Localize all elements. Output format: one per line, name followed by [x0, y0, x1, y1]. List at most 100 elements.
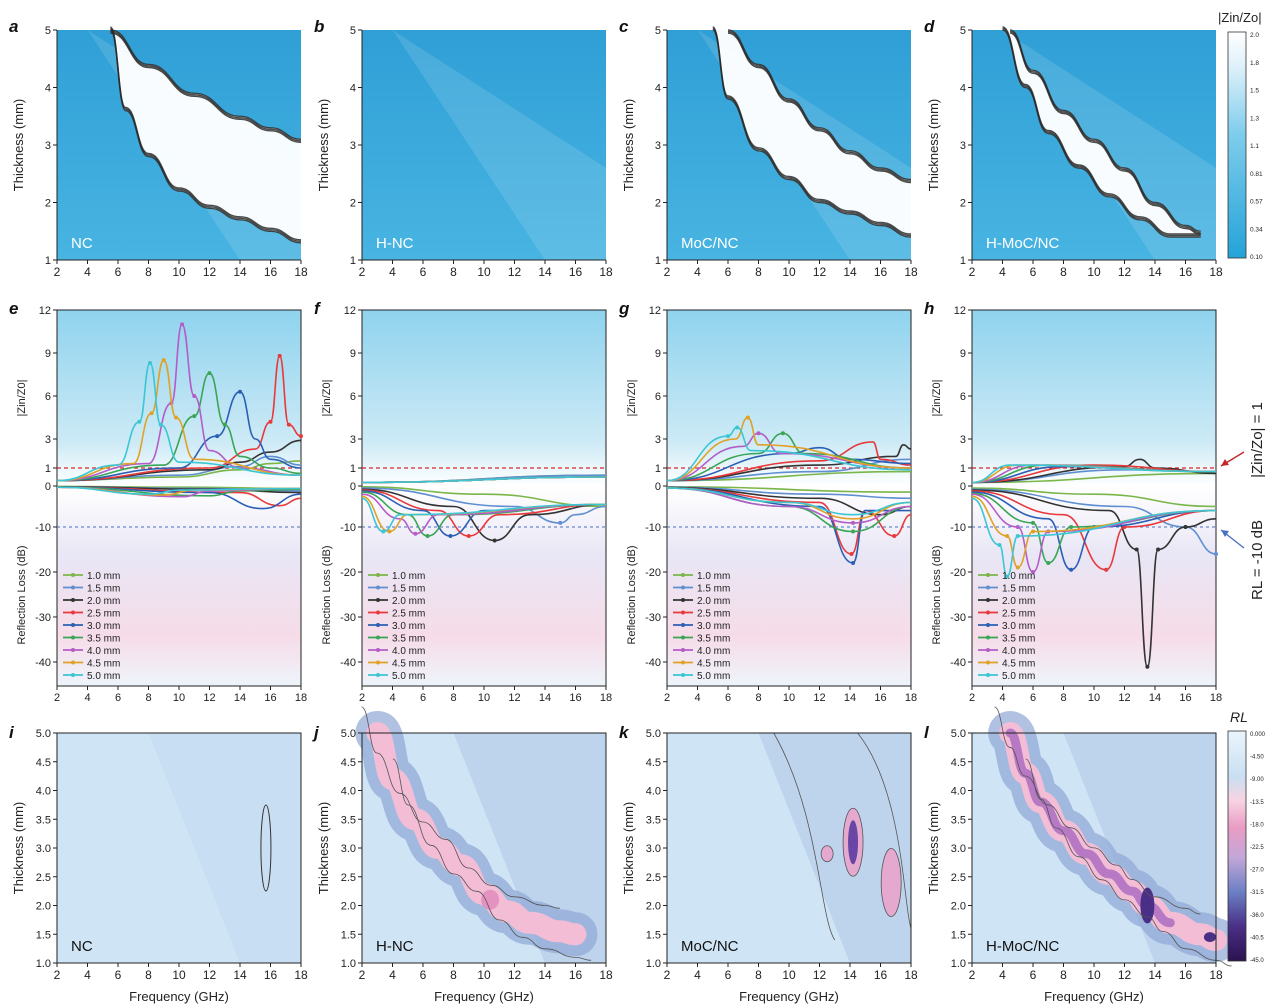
data-point — [1031, 520, 1035, 525]
x-tick-label: 10 — [173, 692, 185, 704]
legend-label: 3.5 mm — [392, 634, 425, 645]
data-point — [1005, 534, 1010, 538]
legend-marker — [71, 635, 75, 640]
data-point — [851, 561, 856, 565]
contour-line — [1002, 27, 1201, 237]
y-tick-label: 2.5 — [341, 872, 356, 884]
y-tick-label: 1.5 — [341, 929, 356, 941]
data-point — [148, 361, 153, 366]
y-tick-label: 1 — [45, 255, 51, 267]
y-tick-label: -30 — [645, 612, 661, 624]
data-point — [558, 520, 563, 525]
legend-label: 3.5 mm — [697, 634, 730, 645]
data-point — [1183, 525, 1188, 529]
sample-label: H-MoC/NC — [986, 938, 1059, 955]
series-impedance-1.0mm — [56, 460, 302, 482]
contour-line — [109, 26, 302, 241]
y-tick-label: 3.5 — [36, 814, 51, 826]
data-point — [1156, 547, 1161, 552]
colorbar-tick-label: 0.10 — [1250, 254, 1263, 261]
y-tick-label: 4 — [655, 83, 661, 95]
y-tick-label: 5 — [350, 25, 356, 37]
data-point — [299, 434, 303, 439]
panel-letter: d — [924, 17, 935, 36]
legend-label: 4.0 mm — [1002, 646, 1035, 657]
y-tick-label: 0 — [350, 481, 356, 493]
x-tick-label: 14 — [538, 968, 552, 982]
legend-marker — [986, 573, 990, 577]
x-tick-label: 4 — [84, 265, 91, 279]
series-rl-4.0mm — [971, 493, 1217, 573]
data-point — [1031, 570, 1035, 574]
y-tick-label: 4.5 — [951, 757, 966, 769]
legend-label: 1.0 mm — [1002, 571, 1035, 582]
colorbar-tick-label: 1.5 — [1250, 88, 1259, 95]
x-tick-label: 12 — [813, 968, 827, 982]
series-rl-1.0mm — [666, 486, 912, 493]
map-shade — [453, 733, 606, 963]
y-tick-label: 1 — [45, 463, 51, 475]
data-point — [1005, 574, 1010, 579]
y-tick-label: 3 — [45, 434, 51, 446]
x-tick-label: 8 — [450, 968, 457, 982]
panel-letter: e — [9, 299, 18, 318]
x-tick-label: 16 — [874, 692, 886, 704]
legend-marker — [681, 610, 685, 615]
x-tick-label: 2 — [54, 968, 61, 982]
series-rl-5.0mm — [971, 497, 1217, 578]
legend-label: 2.0 mm — [697, 596, 730, 607]
rl-map-i — [56, 732, 302, 964]
legend-marker — [986, 673, 990, 677]
y-tick-label: 4.5 — [646, 757, 661, 769]
colorbar-fill — [1227, 730, 1247, 962]
y-tick-label: 3 — [45, 140, 51, 152]
y-tick-label: 12 — [649, 305, 661, 317]
y-tick-label: 5.0 — [646, 728, 661, 740]
data-point — [492, 538, 497, 543]
x-tick-label: 18 — [600, 692, 612, 704]
x-axis-label: Frequency (GHz) — [739, 989, 839, 1004]
contour-line — [110, 30, 302, 142]
x-tick-label: 8 — [755, 265, 762, 279]
data-point — [745, 415, 750, 420]
colorbar-tick-label: -18.0 — [1250, 822, 1264, 828]
x-tick-label: 2 — [969, 265, 976, 279]
y-axis-label: Thickness (mm) — [621, 99, 636, 191]
colorbar-tick-label: -4.50 — [1250, 755, 1264, 761]
x-tick-label: 10 — [1088, 692, 1100, 704]
x-tick-label: 4 — [694, 692, 700, 704]
colorbar-tick-label: 0.81 — [1250, 171, 1263, 178]
y-tick-label: 1 — [960, 255, 966, 267]
y-tick-label: 4 — [350, 83, 356, 95]
y-tick-label: 2.5 — [36, 872, 51, 884]
legend-marker — [986, 598, 990, 602]
x-tick-label: 16 — [569, 692, 581, 704]
x-tick-label: 18 — [294, 265, 308, 279]
panel-letter: f — [314, 299, 322, 318]
legend-label: 3.5 mm — [87, 634, 120, 645]
x-tick-label: 14 — [1149, 692, 1161, 704]
data-point — [726, 434, 730, 439]
x-tick-label: 14 — [1148, 968, 1162, 982]
legend-marker — [986, 635, 990, 640]
y-tick-label: 2 — [45, 198, 51, 210]
y-tick-label: 2 — [960, 198, 966, 210]
legend: 1.0 mm 1.5 mm2.0 mm 2.5 mm3.0 mm 3.5 mm4.0 … — [673, 571, 730, 682]
arrowhead-impedance — [1221, 459, 1229, 466]
y-tick-label: -20 — [340, 567, 356, 579]
x-tick-label: 2 — [664, 265, 671, 279]
colorbar-tick-label: -36.0 — [1250, 913, 1264, 919]
y-axis-label: Thickness (mm) — [621, 802, 636, 894]
y-axis-label-impedance: |Zin/Z0| — [321, 380, 333, 417]
y-axis: 1 2 3 4 5 Thickness (mm) — [11, 25, 58, 267]
x-tick-label: 16 — [569, 265, 583, 279]
legend-label: 5.0 mm — [392, 671, 425, 682]
x-tick-label: 14 — [843, 265, 857, 279]
rl-contour-ellipse — [260, 804, 272, 892]
series-impedance-1.0mm — [666, 470, 912, 482]
series-impedance-2.0mm — [971, 458, 1217, 484]
x-tick-label: 2 — [664, 968, 671, 982]
x-tick-label: 6 — [115, 265, 122, 279]
data-point — [851, 529, 856, 534]
